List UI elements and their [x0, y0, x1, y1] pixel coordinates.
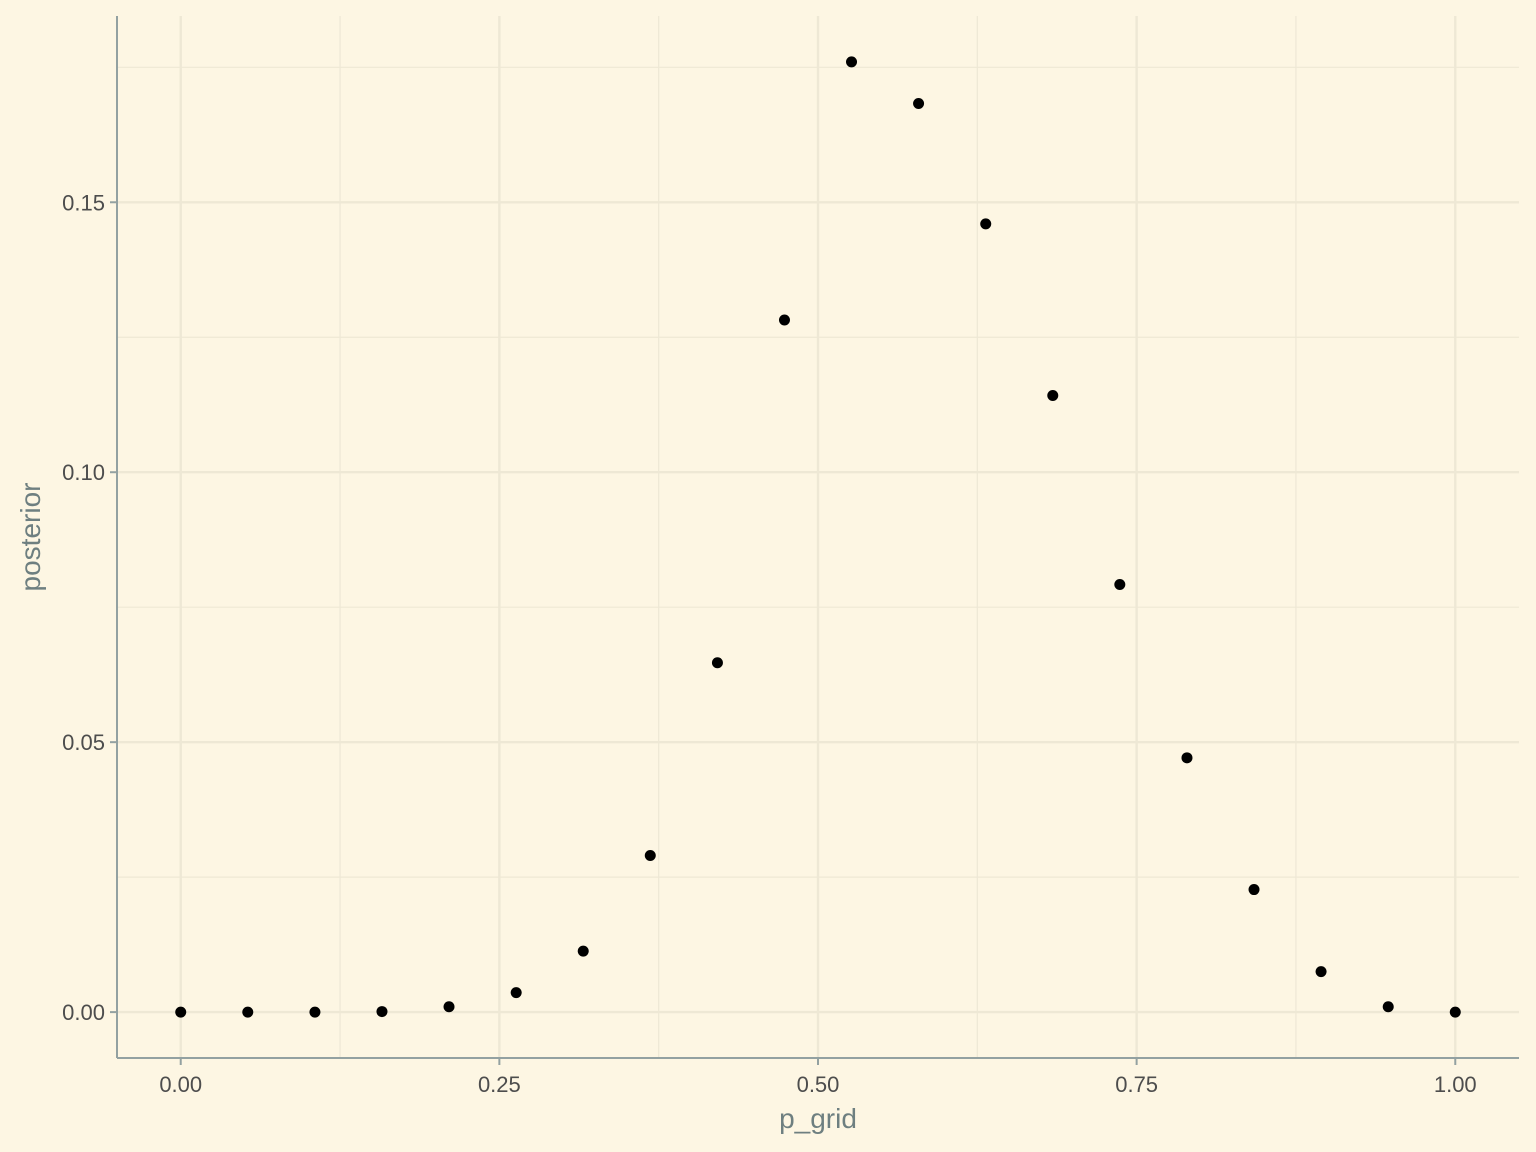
data-point-18: [1382, 1001, 1394, 1013]
data-point-1: [242, 1006, 254, 1018]
data-point-14: [1114, 579, 1126, 591]
data-point-4: [443, 1001, 455, 1013]
x-axis-title: p_grid: [779, 1103, 857, 1134]
data-point-13: [1047, 390, 1059, 402]
data-point-10: [846, 56, 858, 68]
data-point-17: [1315, 966, 1327, 978]
data-point-6: [577, 945, 589, 957]
y-axis-ticks: 0.00 0.05 0.10 0.15: [62, 190, 117, 1025]
y-tick-label-3: 0.15: [62, 190, 105, 215]
data-point-15: [1181, 752, 1193, 764]
y-tick-label-0: 0.00: [62, 1000, 105, 1025]
x-tick-label-1: 0.25: [478, 1072, 521, 1097]
data-point-19: [1449, 1006, 1461, 1018]
data-point-5: [510, 987, 522, 999]
data-point-2: [309, 1006, 321, 1018]
x-axis-ticks: 0.00 0.25 0.50 0.75 1.00: [159, 1058, 1477, 1097]
grid-lines: [117, 16, 1519, 1058]
data-point-16: [1248, 884, 1260, 896]
data-point-8: [711, 657, 723, 669]
data-point-9: [778, 314, 790, 326]
x-tick-label-0: 0.00: [159, 1072, 202, 1097]
data-point-12: [980, 218, 992, 230]
y-tick-label-1: 0.05: [62, 730, 105, 755]
data-point-7: [644, 850, 656, 862]
data-point-0: [175, 1006, 187, 1018]
data-point-3: [376, 1006, 388, 1018]
y-tick-label-2: 0.10: [62, 460, 105, 485]
data-points: [175, 56, 1461, 1018]
data-point-11: [913, 97, 925, 109]
x-tick-label-4: 1.00: [1434, 1072, 1477, 1097]
x-tick-label-2: 0.50: [797, 1072, 840, 1097]
y-axis-title: posterior: [15, 483, 46, 592]
x-tick-label-3: 0.75: [1115, 1072, 1158, 1097]
